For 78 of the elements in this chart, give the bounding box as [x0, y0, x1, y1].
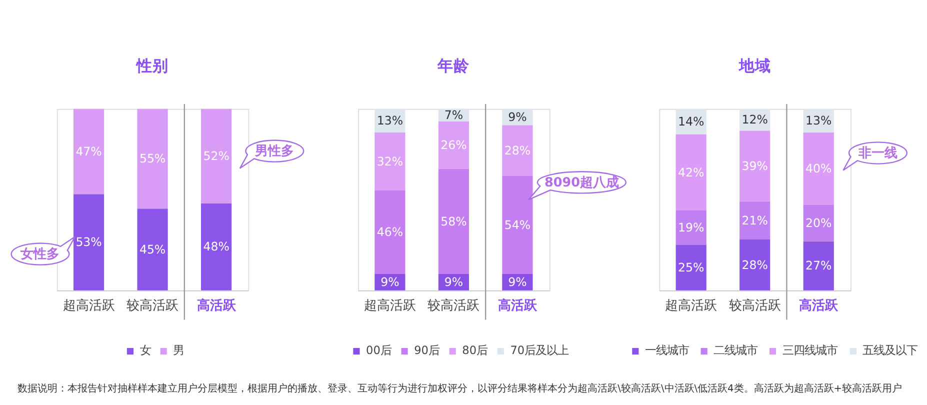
data-label: 45% [139, 242, 166, 256]
chart-title: 性别 [136, 56, 169, 75]
data-label: 19% [678, 220, 704, 235]
data-label: 42% [678, 165, 704, 180]
bar [502, 125, 533, 176]
bar [374, 190, 406, 274]
legend-label: 00后 [366, 344, 392, 358]
chart-title: 年龄 [436, 56, 471, 75]
bar [502, 176, 533, 274]
bar [803, 132, 834, 206]
x-tick-label: 高活跃 [799, 297, 840, 314]
bar [676, 244, 706, 290]
bar [803, 241, 834, 290]
data-label: 58% [440, 214, 467, 228]
x-tick-label: 高活跃 [498, 297, 538, 314]
legend-label: 一线城市 [644, 344, 689, 358]
data-label: 47% [76, 144, 102, 158]
data-label: 7% [444, 108, 464, 122]
bar [803, 205, 834, 242]
data-label: 32% [376, 154, 404, 168]
data-label: 55% [139, 152, 166, 166]
bar [676, 210, 706, 245]
data-label: 39% [742, 158, 768, 173]
bar [73, 194, 104, 290]
legend-label: 女 [140, 344, 151, 358]
data-label: 52% [203, 148, 230, 163]
x-tick-label: 较高活跃 [728, 297, 781, 314]
data-label: 28% [742, 258, 768, 272]
text: 非一线 [857, 146, 898, 161]
bar [740, 240, 770, 290]
legend-label: 五线及以下 [862, 344, 918, 358]
legend-label: 90后 [414, 344, 440, 358]
data-label: 46% [376, 225, 404, 240]
data-label: 25% [678, 260, 704, 275]
legend-label: 三四线城市 [782, 344, 838, 358]
bar [740, 201, 770, 240]
data-label: 48% [203, 240, 230, 254]
bar [200, 203, 232, 290]
data-label: 21% [742, 213, 768, 228]
data-label: 28% [504, 144, 531, 158]
data-label: 9% [508, 275, 527, 290]
legend-label: 二线城市 [714, 344, 758, 358]
data-label: 13% [806, 114, 832, 128]
data-label: 9% [444, 275, 464, 290]
x-tick-label: 超高活跃 [364, 297, 416, 314]
data-label: 12% [742, 112, 768, 127]
bar [438, 122, 469, 169]
legend-label: 70后及以上 [510, 344, 569, 358]
bar [740, 130, 770, 202]
data-label: 26% [440, 138, 467, 152]
data-label: 20% [806, 216, 832, 230]
data-label: 13% [376, 114, 404, 128]
annotation: 女性多 [20, 246, 60, 262]
text: 男性多 [254, 144, 294, 159]
bar [200, 108, 232, 204]
bar [374, 132, 406, 191]
legend-label: 80后 [462, 344, 488, 358]
x-tick-label: 超高活跃 [665, 297, 718, 314]
bar [137, 208, 168, 290]
bar [73, 108, 104, 194]
x-tick-label: 高活跃 [196, 297, 237, 314]
data-label: 53% [76, 235, 102, 250]
bar [676, 134, 706, 210]
data-label: 9% [508, 110, 527, 124]
data-label: 27% [806, 258, 832, 273]
text: 数据说明：本报告针对抽样样本建立用户分层模型，根据用户的播放、登录、互动等行为进行加权评分，以评分结果将样本分为超高活跃\较高活跃\中活跃\低活跃4类。高活跃为超高活跃+较高活跃用户 [18, 382, 902, 394]
legend-label: 男 [173, 344, 184, 358]
data-label: 14% [678, 114, 704, 128]
annotation: 8090超八成 [544, 175, 619, 190]
data-label: 40% [806, 162, 832, 176]
bar [137, 108, 168, 209]
x-tick-label: 较高活跃 [126, 297, 179, 314]
chart-title: 地域 [738, 56, 771, 75]
data-label: 54% [504, 218, 531, 232]
data-label: 9% [380, 275, 400, 290]
x-tick-label: 超高活跃 [62, 297, 115, 314]
x-tick-label: 较高活跃 [428, 297, 480, 314]
bar [438, 168, 469, 274]
